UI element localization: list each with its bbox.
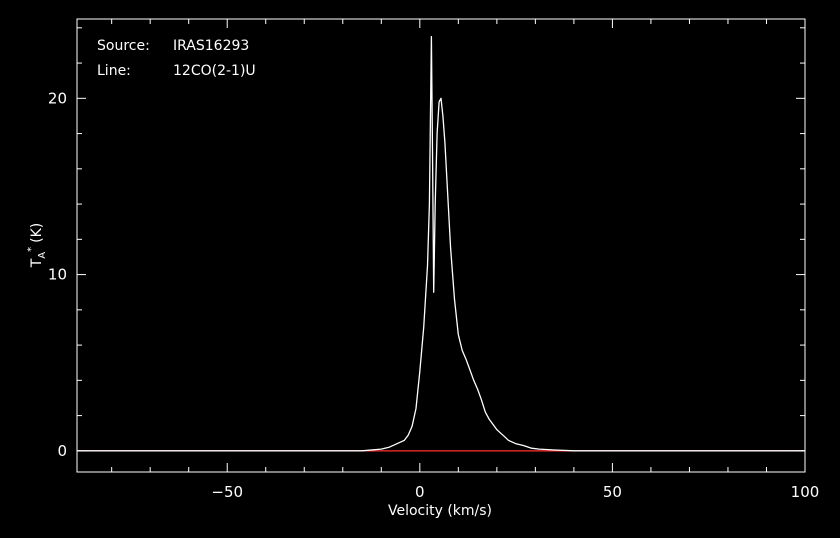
axis-ticks xyxy=(77,19,806,472)
source-label: Source: xyxy=(97,38,150,54)
x-tick-label: 50 xyxy=(603,483,622,501)
spectrum-line xyxy=(77,35,805,452)
x-tick-label: −50 xyxy=(211,483,243,501)
y-tick-label: 20 xyxy=(48,89,67,107)
y-axis-label: TA* (K) xyxy=(26,223,48,269)
x-tick-label: 0 xyxy=(415,483,425,501)
source-value: IRAS16293 xyxy=(173,38,249,54)
tick-labels: −50 0 50 100 0 10 20 xyxy=(48,89,819,501)
y-axis-label-main: T xyxy=(29,258,45,268)
y-axis-label-sub: A xyxy=(37,252,48,259)
x-tick-label: 100 xyxy=(791,483,820,501)
y-tick-label: 10 xyxy=(48,266,67,284)
y-axis-label-sup: * xyxy=(26,247,37,252)
svg-text:TA*(K): TA* (K) xyxy=(26,223,48,269)
x-axis-label: Velocity (km/s) xyxy=(388,503,492,519)
line-value: 12CO(2-1)U xyxy=(173,63,256,79)
y-axis-label-unit: (K) xyxy=(29,223,45,243)
y-tick-label: 0 xyxy=(57,442,67,460)
line-label: Line: xyxy=(97,63,131,79)
plot-frame xyxy=(76,18,806,473)
